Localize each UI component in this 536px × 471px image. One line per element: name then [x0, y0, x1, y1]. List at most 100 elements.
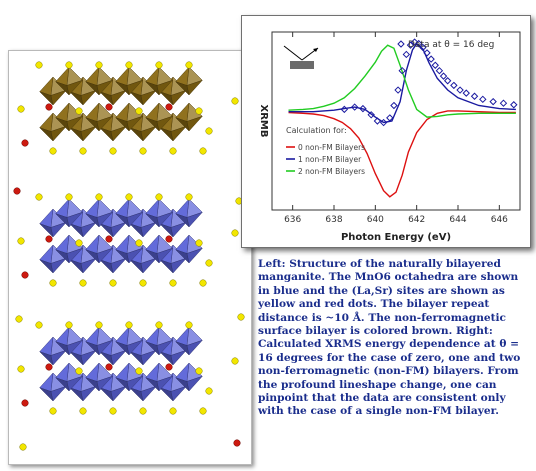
octahedron — [115, 198, 144, 228]
la-site-dot — [205, 387, 213, 395]
data-point — [470, 92, 479, 100]
legend-label: 1 non-FM Bilayer — [298, 155, 362, 164]
octahedron — [55, 326, 84, 356]
la-site-dot — [199, 407, 207, 415]
octahedron — [175, 362, 204, 392]
octahedron — [55, 198, 84, 228]
la-site-dot — [139, 407, 147, 415]
la-site-dot — [199, 279, 207, 287]
data-point — [462, 89, 470, 97]
octahedron — [55, 234, 84, 264]
y-axis-label: XRMB — [258, 105, 269, 138]
la-site-dot — [95, 193, 103, 201]
la-site-dot — [169, 407, 177, 415]
x-axis-label: Photon Energy (eV) — [341, 232, 451, 243]
octahedron — [115, 66, 144, 96]
x-tick-label: 644 — [449, 215, 466, 225]
data-point — [340, 105, 349, 114]
sr-site-dot — [45, 363, 53, 371]
data-point — [456, 86, 464, 94]
la-site-dot — [17, 105, 25, 113]
x-tick-label: 646 — [491, 215, 508, 225]
la-site-dot — [109, 147, 117, 155]
la-site-dot — [49, 147, 57, 155]
octahedron — [39, 112, 68, 142]
sr-site-dot — [165, 235, 173, 243]
series-line-1 — [288, 42, 516, 124]
la-site-dot — [139, 279, 147, 287]
calc-legend-title: Calculation for: — [286, 126, 347, 135]
data-point — [499, 99, 508, 107]
la-site-dot — [169, 147, 177, 155]
la-site-dot — [75, 239, 83, 247]
x-tick-label: 642 — [408, 215, 425, 225]
octahedron — [39, 372, 68, 402]
sr-site-dot — [45, 103, 53, 111]
data-point — [398, 66, 406, 75]
data-point — [394, 86, 402, 94]
data-point — [415, 39, 423, 48]
octahedron — [85, 234, 114, 264]
la-site-dot — [195, 367, 203, 375]
bulk-bilayer-blue — [17, 321, 239, 415]
octahedron — [69, 244, 98, 274]
sr-site-dot — [21, 271, 29, 279]
xrms-chart-svg: 636 638 640 642 644 646 Data at θ = 16 deg Ca… — [258, 31, 521, 243]
series-line-0 — [288, 110, 516, 198]
data-point — [419, 43, 427, 52]
legend-label: 2 non-FM Bilayers — [298, 167, 365, 176]
octahedron — [85, 362, 114, 392]
la-site-dot — [75, 367, 83, 375]
octahedron — [115, 234, 144, 264]
la-site-dot — [199, 147, 207, 155]
octahedron — [175, 234, 204, 264]
data-point — [427, 55, 435, 63]
la-site-dot — [125, 321, 133, 329]
sr-site-dot — [45, 235, 53, 243]
la-site-dot — [65, 321, 73, 329]
legend-label: 0 non-FM Bilayers — [298, 143, 365, 152]
la-site-dot — [205, 259, 213, 267]
la-site-dot — [125, 61, 133, 69]
octahedron — [115, 362, 144, 392]
octahedron — [115, 326, 144, 356]
data-point — [510, 101, 518, 109]
octahedron — [175, 66, 204, 96]
data-point — [450, 81, 458, 90]
la-site-dot — [49, 407, 57, 415]
la-site-dot — [185, 321, 193, 329]
octahedron — [55, 362, 84, 392]
octahedron — [85, 102, 114, 132]
sr-site-dot — [105, 235, 113, 243]
series-line-2 — [288, 44, 516, 118]
x-tick-label: 638 — [325, 215, 342, 225]
la-site-dot — [109, 407, 117, 415]
data-point — [359, 104, 367, 113]
lattice-site-dot — [233, 439, 241, 447]
la-site-dot — [135, 107, 143, 115]
la-site-dot — [125, 193, 133, 201]
la-site-dot — [135, 367, 143, 375]
sr-site-dot — [165, 363, 173, 371]
la-site-dot — [95, 61, 103, 69]
data-point — [350, 103, 359, 111]
octahedron — [145, 326, 174, 356]
la-site-dot — [155, 193, 163, 201]
la-site-dot — [155, 61, 163, 69]
la-site-dot — [79, 407, 87, 415]
x-tick-label: 640 — [367, 215, 384, 225]
octahedron — [55, 102, 84, 132]
la-site-dot — [231, 97, 239, 105]
octahedron — [145, 102, 174, 132]
octahedron — [145, 66, 174, 96]
data-point — [386, 114, 394, 122]
sr-site-dot — [105, 103, 113, 111]
la-site-dot — [109, 279, 117, 287]
data-point — [489, 97, 497, 106]
data-point — [406, 41, 415, 49]
data-point — [423, 49, 431, 57]
octahedron — [85, 326, 114, 356]
octahedron — [175, 198, 204, 228]
data-point — [410, 38, 419, 46]
data-point — [379, 118, 388, 127]
